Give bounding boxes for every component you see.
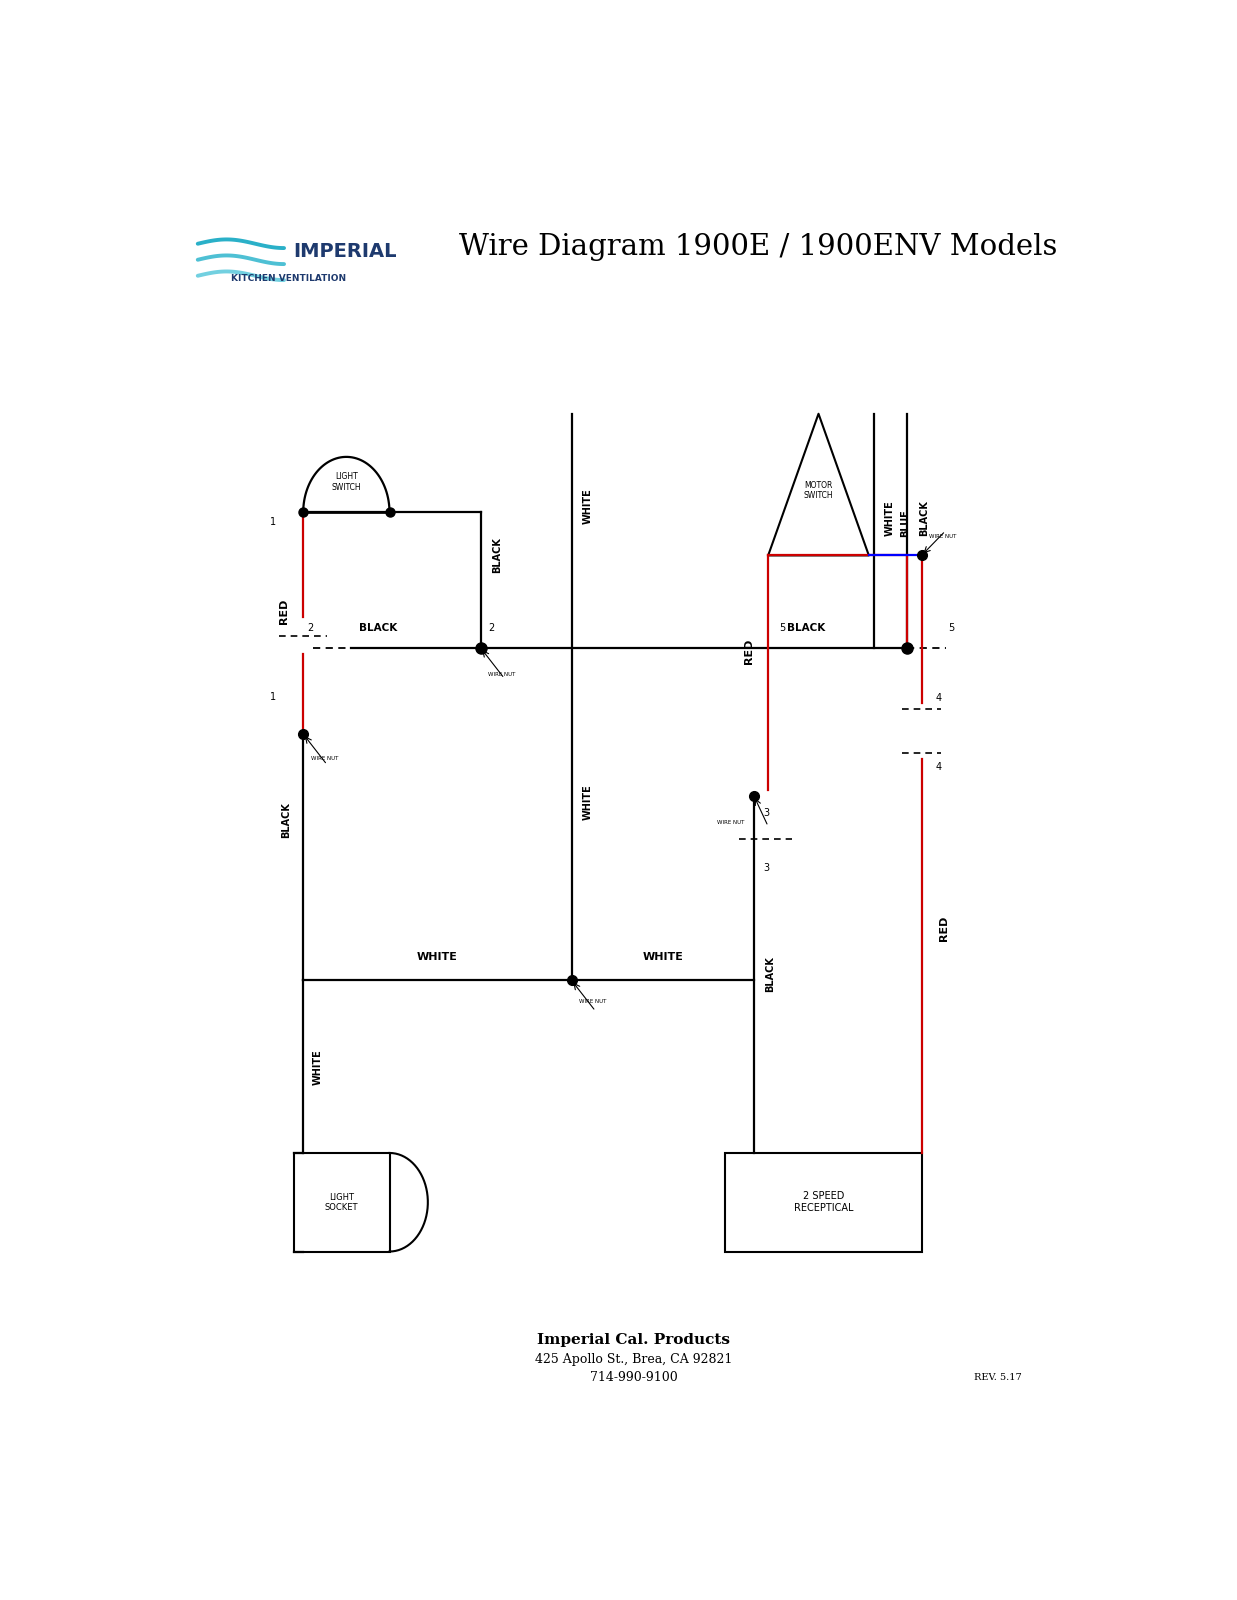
Text: WHITE: WHITE [583,784,594,819]
Text: LIGHT
SWITCH: LIGHT SWITCH [332,472,361,491]
Text: RED: RED [280,598,289,624]
Text: BLACK: BLACK [919,501,929,536]
Text: MOTOR
SWITCH: MOTOR SWITCH [804,482,834,501]
Bar [725,1154,922,1251]
Text: 2 SPEED
RECEPTICAL: 2 SPEED RECEPTICAL [794,1192,854,1213]
Bar [293,1154,390,1251]
Text: WIRE NUT: WIRE NUT [929,534,956,539]
Text: BLACK: BLACK [359,622,397,634]
Text: Imperial Cal. Products: Imperial Cal. Products [537,1333,731,1347]
Text: WHITE: WHITE [642,952,683,962]
Text: BLACK: BLACK [766,957,776,992]
Text: WIRE NUT: WIRE NUT [579,998,606,1003]
Text: 4: 4 [936,763,943,773]
Text: BLUE: BLUE [899,509,909,538]
Text: Wire Diagram 1900E / 1900ENV Models: Wire Diagram 1900E / 1900ENV Models [459,234,1058,261]
Text: 5: 5 [779,622,785,634]
Text: 2: 2 [307,622,313,634]
Text: 3: 3 [763,808,769,818]
Text: 3: 3 [763,864,769,874]
Text: RED: RED [743,638,755,664]
Text: WHITE: WHITE [583,488,594,525]
Text: WIRE NUT: WIRE NUT [716,821,745,826]
Text: WHITE: WHITE [313,1050,323,1085]
Text: 5: 5 [949,622,955,634]
Text: REV. 5.17: REV. 5.17 [975,1373,1022,1382]
Text: IMPERIAL: IMPERIAL [293,242,397,261]
Text: 714-990-9100: 714-990-9100 [590,1371,678,1384]
Text: 1: 1 [270,693,276,702]
Text: 2: 2 [489,622,495,634]
Text: BLACK: BLACK [492,538,502,573]
Text: WIRE NUT: WIRE NUT [489,672,516,677]
Text: RED: RED [939,915,949,941]
Text: WIRE NUT: WIRE NUT [310,757,338,762]
Text: WHITE: WHITE [417,952,458,962]
Text: BLACK: BLACK [787,622,825,634]
Text: 4: 4 [936,693,943,704]
Text: KITCHEN VENTILATION: KITCHEN VENTILATION [231,274,346,283]
Text: 1: 1 [270,517,276,526]
Text: 425 Apollo St., Brea, CA 92821: 425 Apollo St., Brea, CA 92821 [536,1354,732,1366]
Text: WHITE: WHITE [886,501,896,536]
Text: LIGHT
SOCKET: LIGHT SOCKET [325,1192,359,1211]
Text: BLACK: BLACK [281,802,291,838]
